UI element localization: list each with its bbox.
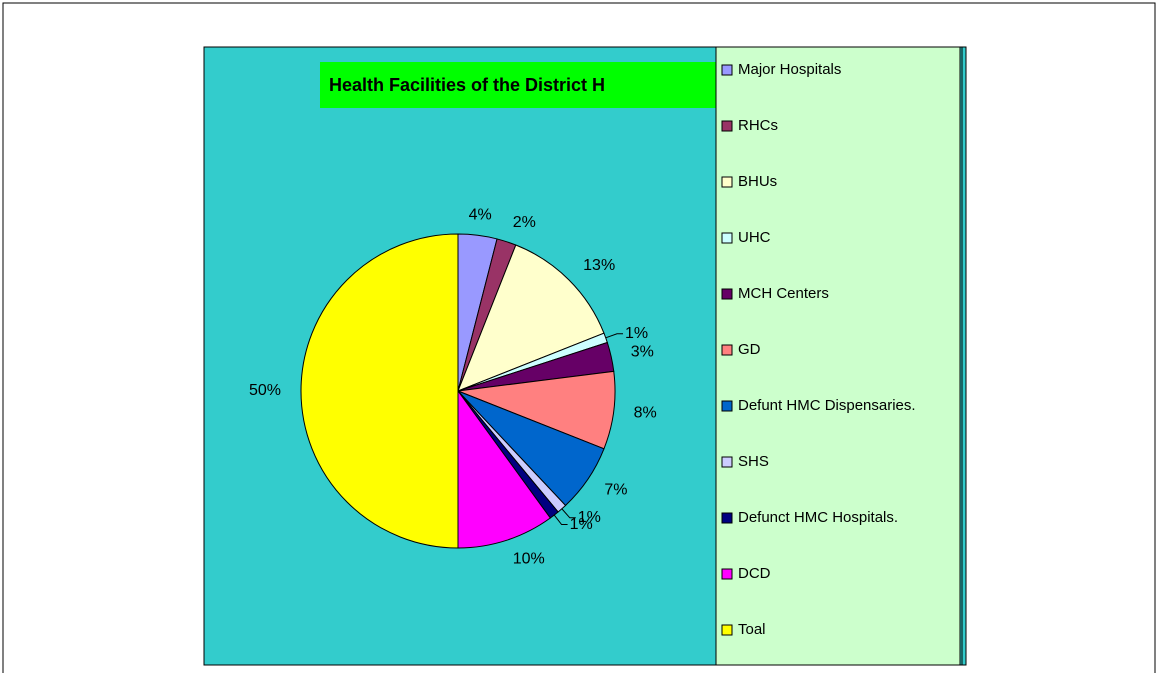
legend-box — [715, 46, 961, 666]
pie-slice — [300, 233, 459, 549]
legend-swatch — [721, 64, 733, 76]
pie-slice — [457, 389, 551, 549]
legend-label: GD — [738, 341, 761, 358]
legend-swatch — [721, 456, 733, 468]
data-label: 8% — [634, 404, 657, 421]
legend-swatch — [721, 120, 733, 132]
legend-swatch — [721, 568, 733, 580]
pie-slice — [457, 244, 605, 392]
data-label: 1% — [578, 509, 601, 526]
data-label: 50% — [249, 382, 281, 399]
legend-label: Defunct HMC Hospitals. — [738, 509, 898, 526]
data-label: 3% — [631, 344, 654, 361]
data-label: 4% — [469, 207, 492, 224]
legend-label: Defunt HMC Dispensaries. — [738, 397, 916, 414]
legend-swatch — [721, 288, 733, 300]
legend-swatch — [721, 344, 733, 356]
leader-line — [553, 514, 568, 526]
legend-label: Toal — [738, 621, 766, 638]
title-background — [320, 62, 720, 108]
legend-swatch — [721, 624, 733, 636]
legend-label: UHC — [738, 229, 771, 246]
legend-swatch — [721, 176, 733, 188]
data-label: 13% — [583, 257, 615, 274]
data-label: 2% — [513, 214, 536, 231]
data-label: 1% — [570, 516, 593, 533]
legend-swatch — [721, 232, 733, 244]
legend-label: MCH Centers — [738, 285, 829, 302]
legend-label: Major Hospitals — [738, 61, 841, 78]
data-label: 10% — [513, 551, 545, 568]
legend-swatch — [721, 400, 733, 412]
leader-line — [561, 508, 576, 519]
legend-label: BHUs — [738, 173, 777, 190]
data-label: 7% — [604, 482, 627, 499]
data-label: 1% — [625, 325, 648, 342]
leader-line — [605, 333, 624, 339]
chart-title: Health Facilities of the District H — [329, 75, 605, 95]
legend-swatch — [721, 512, 733, 524]
legend-label: RHCs — [738, 117, 778, 134]
legend-label: DCD — [738, 565, 771, 582]
legend-label: SHS — [738, 453, 769, 470]
